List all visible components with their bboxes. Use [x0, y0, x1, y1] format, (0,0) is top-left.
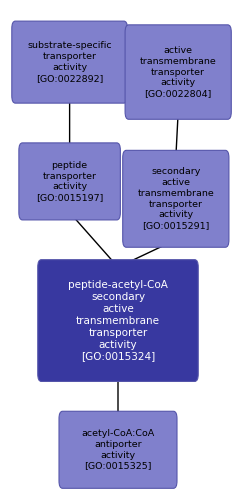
- FancyBboxPatch shape: [123, 150, 229, 248]
- Text: peptide-acetyl-CoA
secondary
active
transmembrane
transporter
activity
[GO:00153: peptide-acetyl-CoA secondary active tran…: [68, 280, 168, 361]
- FancyBboxPatch shape: [12, 21, 127, 103]
- Text: peptide
transporter
activity
[GO:0015197]: peptide transporter activity [GO:0015197…: [36, 161, 103, 202]
- FancyBboxPatch shape: [38, 259, 198, 382]
- FancyBboxPatch shape: [125, 25, 231, 119]
- Text: substrate-specific
transporter
activity
[GO:0022892]: substrate-specific transporter activity …: [27, 42, 112, 83]
- Text: acetyl-CoA:CoA
antiporter
activity
[GO:0015325]: acetyl-CoA:CoA antiporter activity [GO:0…: [81, 429, 155, 470]
- FancyBboxPatch shape: [59, 412, 177, 488]
- Text: secondary
active
transmembrane
transporter
activity
[GO:0015291]: secondary active transmembrane transport…: [137, 167, 214, 230]
- Text: active
transmembrane
transporter
activity
[GO:0022804]: active transmembrane transporter activit…: [140, 46, 217, 98]
- FancyBboxPatch shape: [19, 143, 120, 220]
